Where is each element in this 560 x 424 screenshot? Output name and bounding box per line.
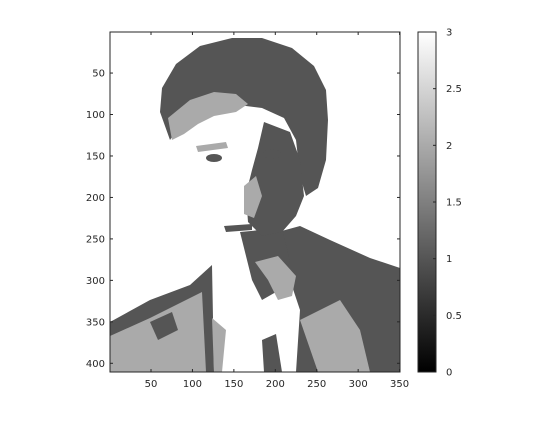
- y-tick-label: 150: [86, 151, 105, 162]
- mouth: [224, 224, 252, 232]
- tie-shadow: [262, 334, 282, 372]
- y-tick-label: 200: [86, 193, 105, 204]
- hair-region: [160, 38, 328, 196]
- left-eye: [206, 154, 222, 162]
- cheek-light: [244, 176, 262, 218]
- right-eye: [263, 149, 281, 159]
- neck-light: [255, 256, 296, 300]
- colorbar-ticks: 0 0.5 1 1.5 2 2.5 3: [433, 28, 462, 379]
- shirt-edge: [212, 318, 226, 372]
- y-tick-label: 350: [86, 317, 105, 328]
- colorbar-tick-label: 2: [446, 141, 452, 152]
- x-tick-label: 200: [266, 379, 285, 390]
- colorbar-tick-label: 0.5: [446, 311, 462, 322]
- colorbar-tick-label: 1.5: [446, 198, 462, 209]
- lapel-dark-patch: [150, 312, 178, 340]
- colorbar-tick-label: 3: [446, 28, 452, 39]
- x-axis: 50 100 150 200 250 300 350: [145, 32, 409, 390]
- heatmap-image: [110, 38, 400, 372]
- y-axis: 50 100 150 200 250 300 350 400: [86, 69, 400, 370]
- face-shadow: [246, 122, 304, 236]
- brow: [196, 142, 228, 152]
- colorbar: 0 0.5 1 1.5 2 2.5 3: [417, 28, 462, 379]
- hair-highlight: [168, 92, 248, 140]
- x-tick-label: 300: [349, 379, 368, 390]
- y-tick-label: 300: [86, 276, 105, 287]
- jacket-light-region: [300, 300, 370, 372]
- image-axes: 50 100 150 200 250 300 350 50 100 150 200 250 300 35…: [86, 31, 409, 390]
- y-tick-label: 100: [86, 110, 105, 121]
- x-tick-label: 50: [145, 379, 158, 390]
- x-tick-label: 150: [224, 379, 243, 390]
- colorbar-tick-label: 0: [446, 368, 452, 379]
- y-tick-label: 50: [92, 69, 105, 80]
- colorbar-gradient: [418, 32, 436, 372]
- colorbar-tick-label: 1: [446, 254, 452, 265]
- colorbar-tick-label: 2.5: [446, 84, 462, 95]
- x-tick-label: 250: [307, 379, 326, 390]
- x-tick-label: 100: [183, 379, 202, 390]
- x-tick-label: 350: [390, 379, 409, 390]
- y-tick-label: 400: [86, 359, 105, 370]
- image-axes-frame: [109, 31, 401, 373]
- y-tick-label: 250: [86, 234, 105, 245]
